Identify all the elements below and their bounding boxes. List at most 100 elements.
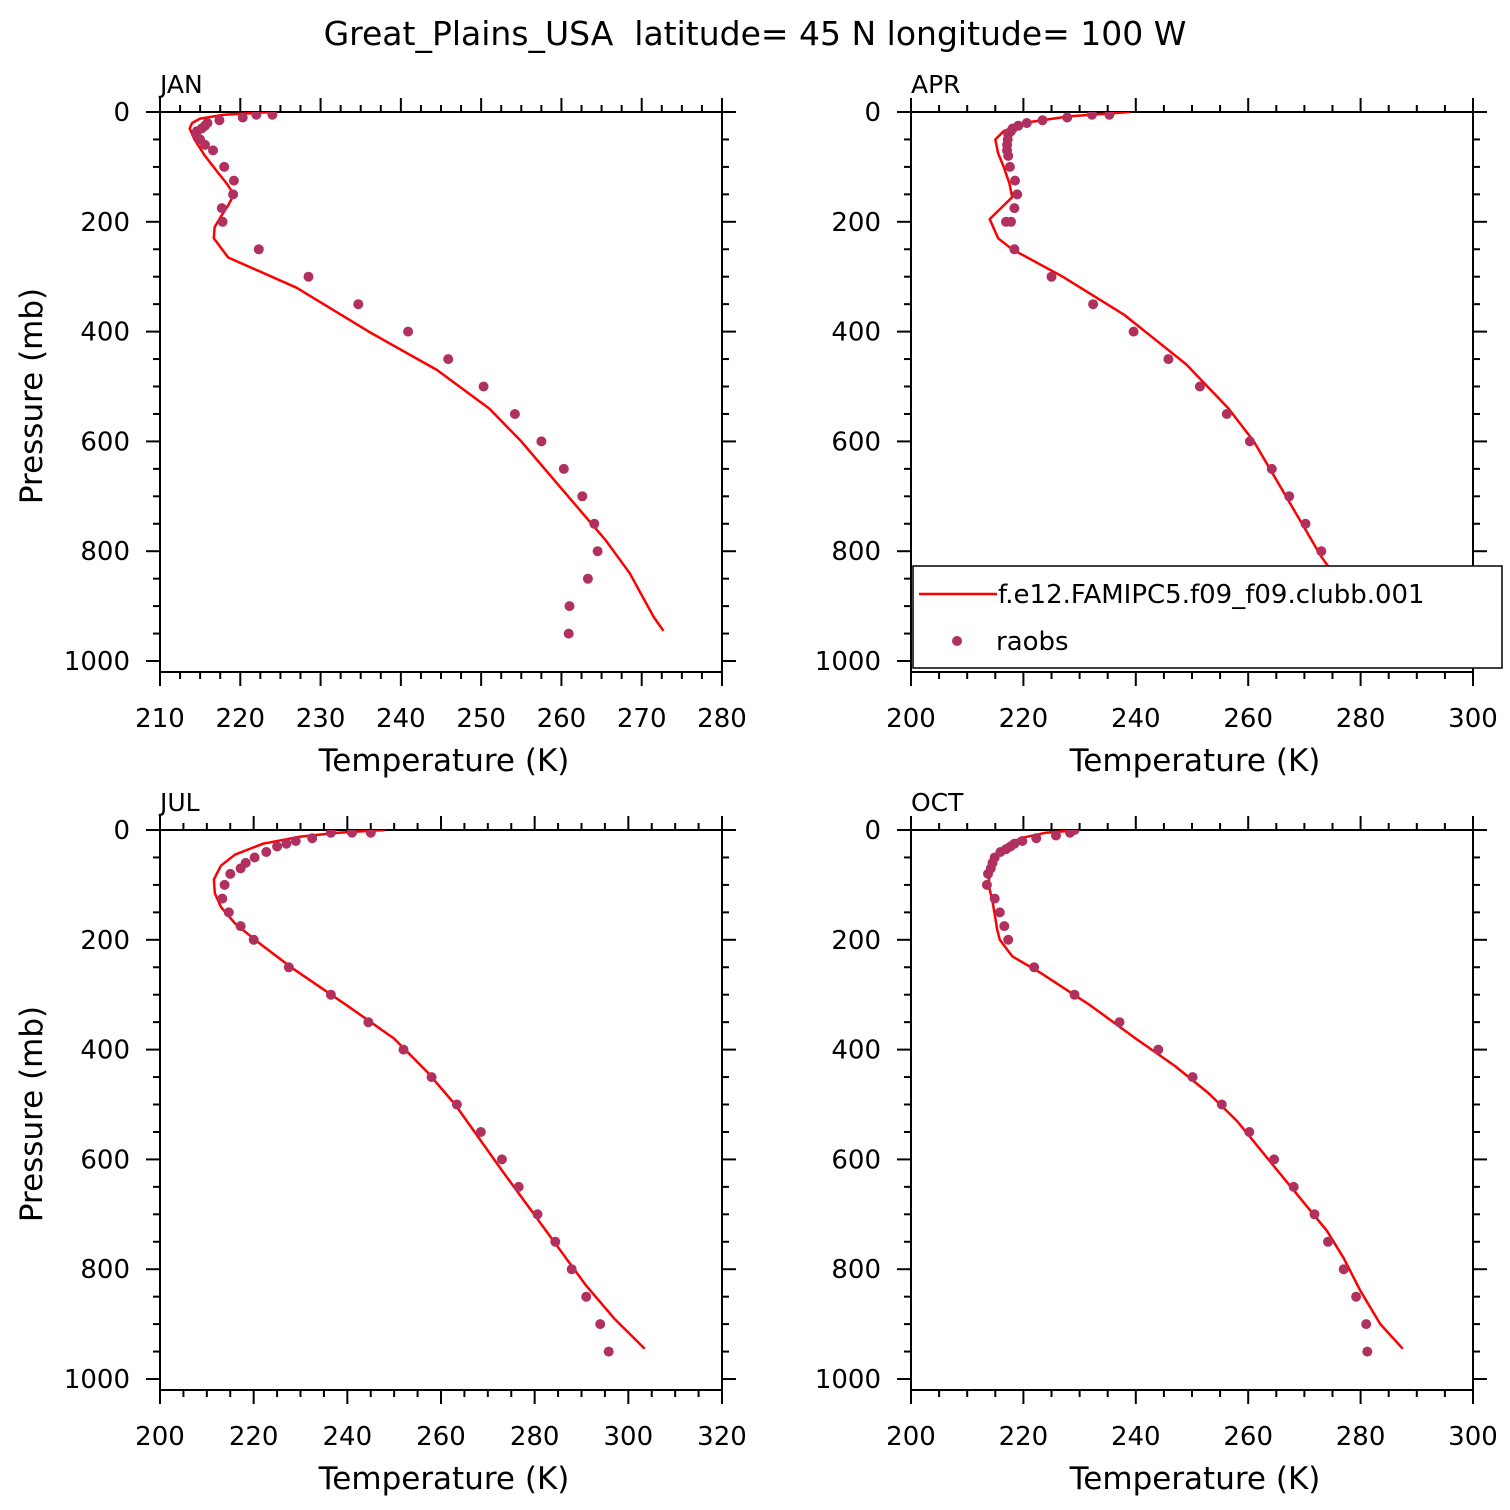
legend-box <box>912 565 1503 669</box>
raobs-point <box>1046 271 1057 282</box>
x-tick-label: 320 <box>697 1422 747 1452</box>
raobs-point <box>989 893 1000 904</box>
raobs-point <box>325 989 336 1000</box>
raobs-point <box>1163 354 1174 365</box>
raobs-point <box>1269 1154 1280 1165</box>
raobs-point <box>509 409 520 419</box>
raobs-point <box>1069 989 1080 1000</box>
raobs-point <box>581 1291 592 1302</box>
raobs-point <box>1114 1017 1125 1028</box>
raobs-point <box>1244 1127 1255 1137</box>
raobs-point <box>225 868 236 879</box>
raobs-point <box>325 830 336 838</box>
x-tick-label: 260 <box>1223 704 1273 734</box>
raobs-point <box>1009 203 1020 214</box>
raobs-point <box>1087 112 1097 120</box>
y-tick-label: 0 <box>113 98 130 128</box>
x-tick-label: 260 <box>537 704 587 734</box>
raobs-point <box>398 1044 409 1055</box>
raobs-point <box>228 189 239 200</box>
raobs-point <box>1037 115 1048 126</box>
raobs-point <box>223 907 234 918</box>
raobs-point <box>564 601 575 612</box>
raobs-point <box>251 112 262 120</box>
raobs-point <box>1288 1181 1299 1192</box>
y-tick-label: 1000 <box>815 1365 881 1395</box>
raobs-point <box>983 868 993 879</box>
raobs-point <box>1128 326 1139 337</box>
raobs-point <box>1051 830 1061 841</box>
raobs-point <box>589 518 600 529</box>
y-tick-label: 0 <box>113 816 130 846</box>
x-tick-label: 220 <box>999 1422 1049 1452</box>
y-tick-label: 400 <box>831 1036 881 1066</box>
raobs-point <box>208 145 218 156</box>
x-tick-label: 300 <box>1448 1422 1498 1452</box>
raobs-point <box>1244 436 1255 447</box>
raobs-point <box>1062 112 1073 123</box>
panel-jul: 200 220 240 260 280 300 320 0 200 400 600 800 1000 JU… <box>14 788 747 1497</box>
x-tick-label: 220 <box>999 704 1049 734</box>
raobs-point <box>200 139 210 150</box>
x-tick-label: 220 <box>229 1422 279 1452</box>
raobs-point <box>1153 1044 1164 1055</box>
raobs-point <box>496 1154 507 1165</box>
raobs-point <box>563 628 574 639</box>
y-tick-label: 0 <box>864 816 881 846</box>
raobs-point <box>403 326 414 337</box>
raobs-point <box>228 175 239 186</box>
raobs-point <box>1194 381 1205 392</box>
raobs-point <box>536 436 547 447</box>
raobs-point <box>513 1181 524 1192</box>
x-tick-label: 200 <box>886 1422 936 1452</box>
raobs-point <box>283 962 294 973</box>
raobs-point <box>603 1346 614 1357</box>
x-tick-label: 250 <box>456 704 506 734</box>
x-tick-label: 300 <box>1448 704 1498 734</box>
raobs-point <box>426 1072 437 1083</box>
raobs-point <box>577 491 588 502</box>
figure-title: Great_Plains_USA latitude= 45 N longitud… <box>324 14 1187 53</box>
raobs-point <box>1300 518 1311 529</box>
y-tick-label: 1000 <box>64 647 130 677</box>
raobs-point <box>566 1264 577 1275</box>
x-axis-label: Temperature (K) <box>1069 743 1321 779</box>
raobs-point <box>219 879 230 890</box>
raobs-point <box>353 299 364 310</box>
raobs-point <box>1351 1291 1362 1302</box>
y-tick-label: 800 <box>80 537 130 567</box>
raobs-point <box>217 216 228 227</box>
x-tick-label: 280 <box>697 704 747 734</box>
raobs-point <box>451 1099 462 1110</box>
raobs-point <box>475 1127 486 1137</box>
raobs-point <box>216 203 227 214</box>
y-tick-label: 600 <box>80 427 130 457</box>
y-tick-label: 200 <box>80 208 130 238</box>
raobs-point <box>1216 1099 1227 1110</box>
y-tick-label: 1000 <box>815 647 881 677</box>
raobs-point <box>249 852 260 863</box>
raobs-point <box>267 112 278 120</box>
panel-label: JAN <box>158 70 203 99</box>
x-tick-label: 300 <box>604 1422 654 1452</box>
x-tick-label: 240 <box>1111 1422 1161 1452</box>
x-tick-label: 240 <box>376 704 426 734</box>
raobs-point <box>595 1319 606 1330</box>
raobs-point <box>1266 463 1277 474</box>
raobs-point <box>478 381 489 392</box>
raobs-point <box>550 1236 561 1247</box>
panel-label: JUL <box>158 788 200 817</box>
raobs-point <box>994 907 1005 918</box>
raobs-point <box>261 847 272 857</box>
raobs-point <box>999 921 1010 932</box>
raobs-point <box>1003 150 1014 161</box>
x-tick-label: 270 <box>617 704 667 734</box>
raobs-point <box>592 546 603 557</box>
y-tick-label: 400 <box>80 1036 130 1066</box>
raobs-point <box>1316 546 1327 557</box>
raobs-point <box>1009 244 1020 255</box>
raobs-point <box>1065 830 1075 838</box>
x-tick-label: 260 <box>416 1422 466 1452</box>
y-tick-label: 200 <box>831 208 881 238</box>
